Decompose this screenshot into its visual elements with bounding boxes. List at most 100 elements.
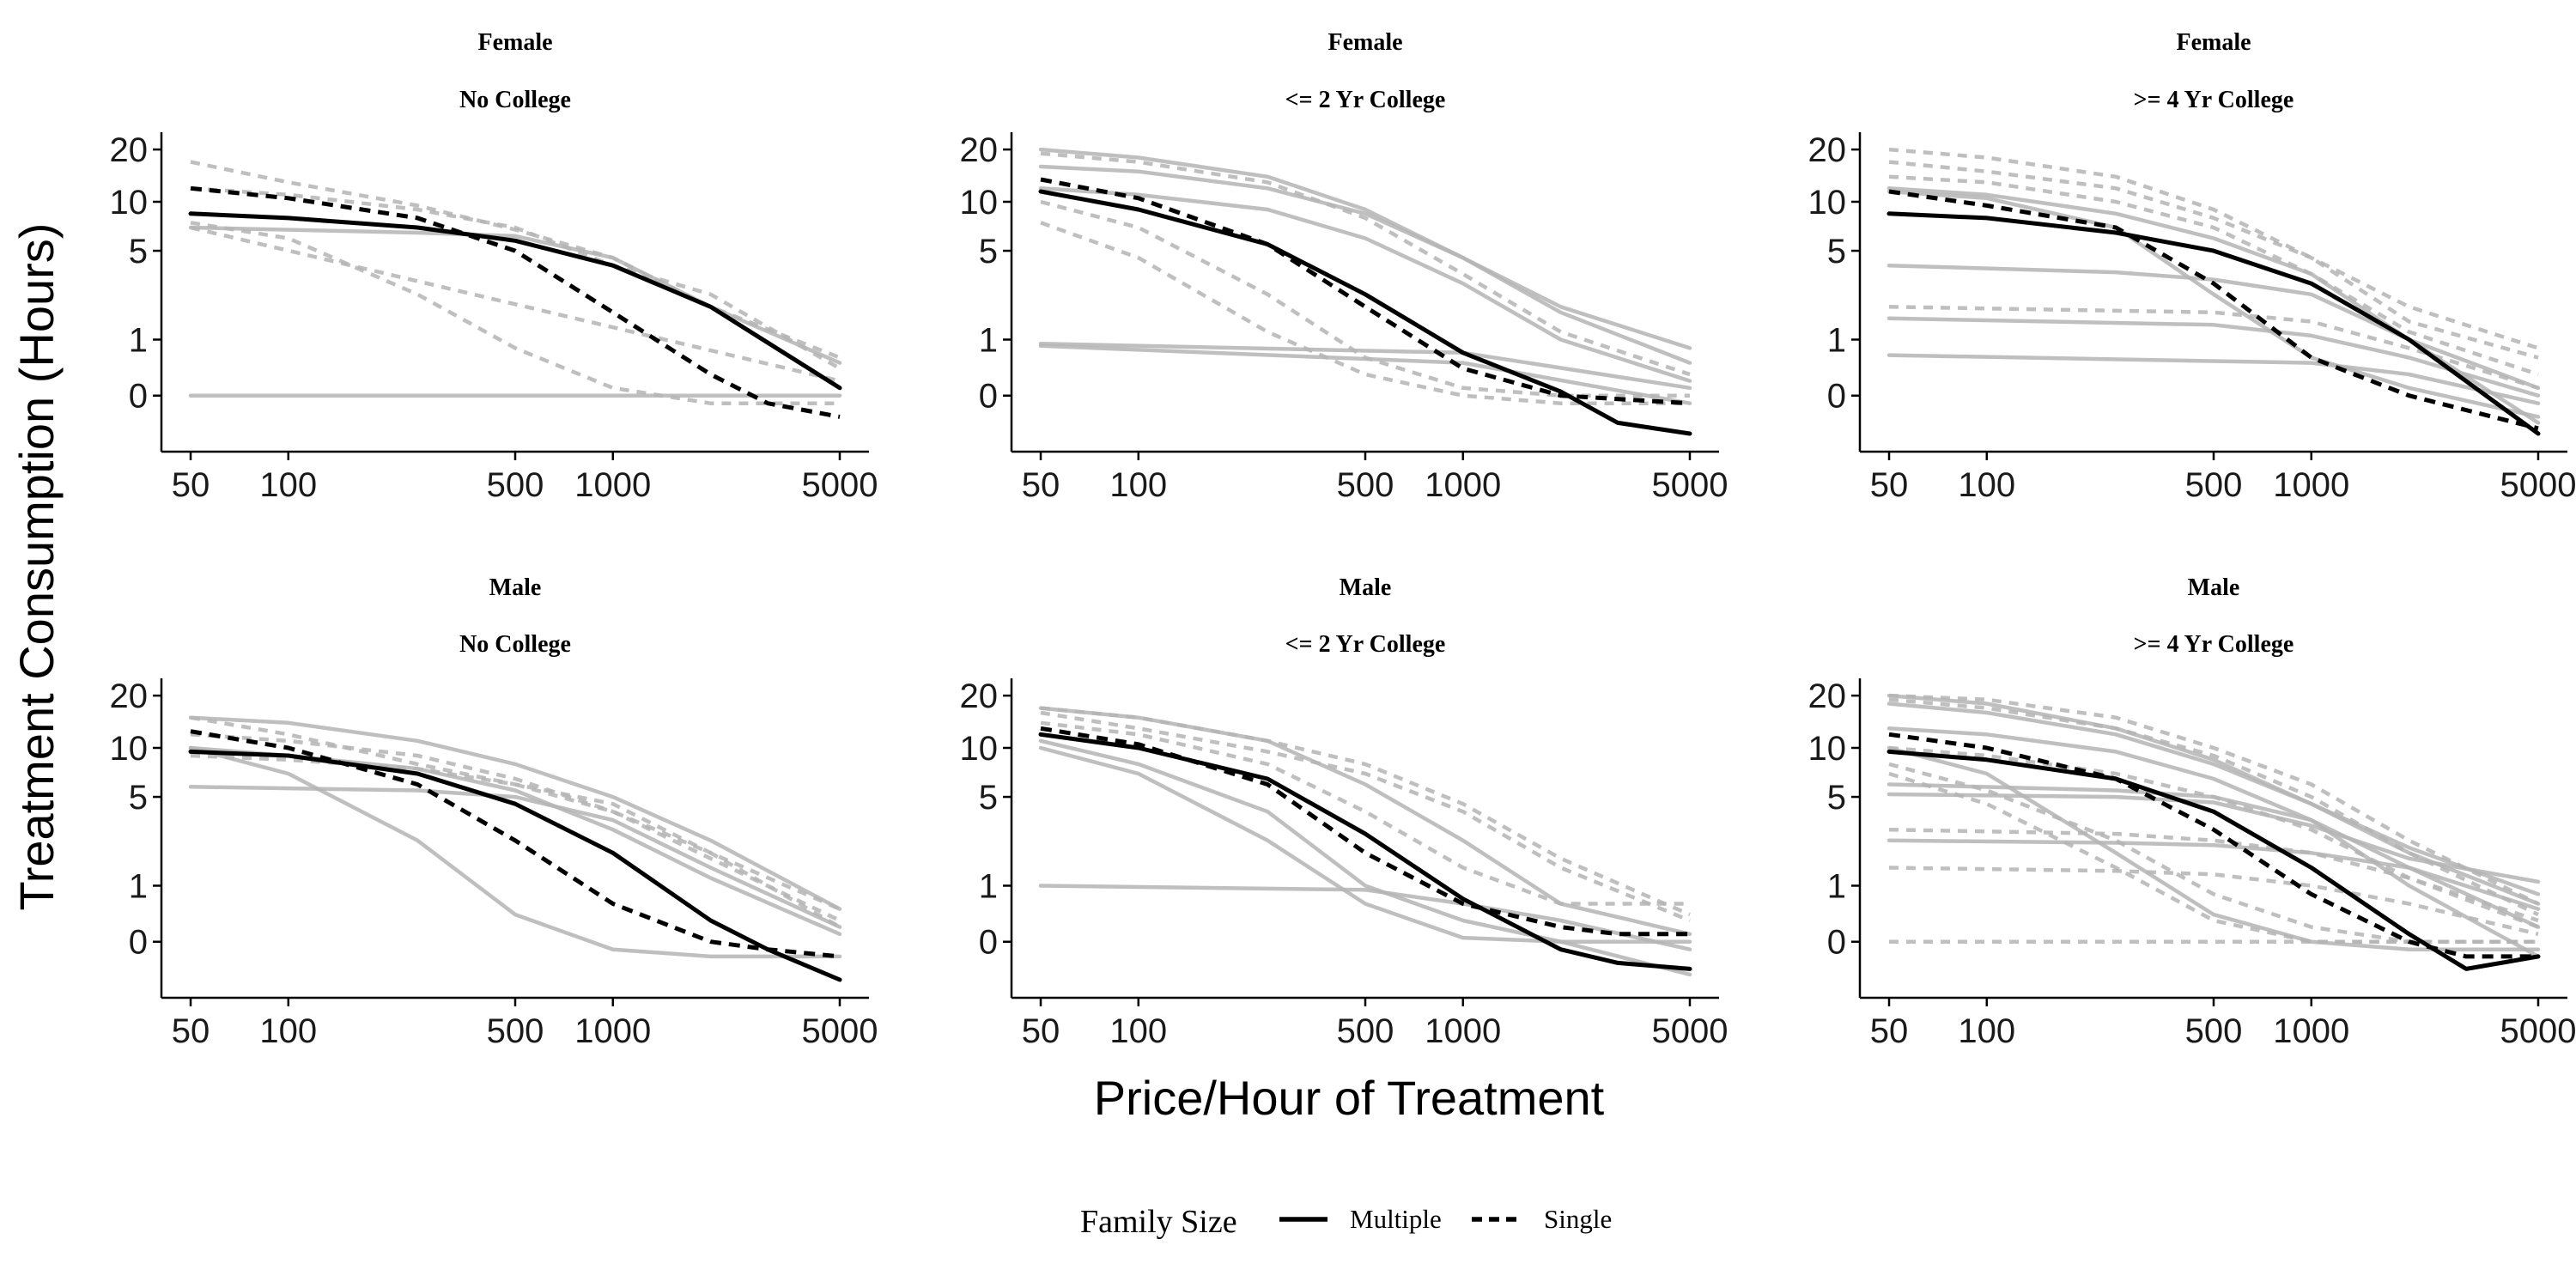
mean-line-single (190, 729, 841, 959)
x-tick-label: 50 (1870, 466, 1909, 504)
y-axis-title: Treatment Consumption (Hours) (9, 223, 64, 911)
individual-line-multiple (1038, 147, 1692, 365)
x-tick-label: 5000 (801, 466, 878, 504)
x-tick-label: 1000 (574, 1012, 651, 1050)
individual-line-multiple (1886, 702, 2541, 896)
y-tick-label: 20 (960, 131, 999, 169)
mean-line-multiple (1886, 749, 2541, 971)
x-tick-label: 500 (487, 466, 544, 504)
x-tick-label: 500 (2185, 1012, 2243, 1050)
x-tick-label: 1000 (1425, 466, 1501, 504)
individual-line-multiple (1886, 186, 2541, 425)
individual-line-single (1888, 745, 2539, 929)
facet-panel: Male >= 4 Yr College 0 1 5 10 20 50 100 500 1000 50… (1808, 574, 2576, 1050)
y-tick-label: 10 (960, 730, 999, 768)
individual-line-multiple (1038, 706, 1692, 937)
x-tick-label: 1000 (1425, 1012, 1501, 1050)
individual-line-multiple (1886, 189, 2541, 419)
x-tick-label: 500 (487, 1012, 544, 1050)
y-tick-label: 5 (129, 779, 148, 817)
individual-line-multiple (1886, 745, 2541, 951)
mean-line-multiple (1038, 732, 1692, 971)
facet-panel: Male No College 0 1 5 10 20 50 100 500 1000 5000 (110, 574, 878, 1050)
individual-line-single (190, 186, 841, 371)
facet-strip-sex: Female (477, 29, 552, 56)
individual-line-multiple (1038, 164, 1692, 350)
facet-strip-sex: Female (1327, 29, 1402, 56)
facet-panel: Male <= 2 Yr College 0 1 5 10 20 50 100 500 1000 50… (960, 574, 1728, 1050)
x-tick-label: 1000 (2273, 466, 2349, 504)
facet-panel: Female <= 2 Yr College 0 1 5 10 20 50 100 500 1000… (960, 29, 1728, 504)
individual-line-multiple (1038, 738, 1692, 977)
y-tick-label: 1 (1827, 867, 1846, 905)
y-tick-label: 0 (979, 924, 998, 962)
y-tick-label: 5 (979, 779, 998, 817)
mean-line-multiple (1038, 189, 1692, 436)
individual-line-multiple (1886, 726, 2541, 959)
y-tick-label: 10 (1808, 730, 1847, 768)
legend-label-multiple: Multiple (1350, 1204, 1442, 1234)
x-tick-label: 5000 (2500, 466, 2576, 504)
x-tick-label: 100 (259, 466, 317, 504)
x-tick-label: 5000 (1651, 466, 1728, 504)
y-tick-label: 1 (129, 321, 148, 359)
individual-line-single (1040, 221, 1690, 405)
y-tick-label: 0 (1827, 378, 1846, 416)
y-tick-label: 10 (1808, 184, 1847, 222)
x-tick-label: 100 (259, 1012, 317, 1050)
individual-line-single (190, 225, 841, 383)
x-tick-label: 50 (172, 466, 210, 504)
individual-line-single (1888, 174, 2539, 377)
mean-line-single (1888, 732, 2538, 959)
individual-line-single (1040, 706, 1691, 917)
individual-line-single (1888, 147, 2539, 360)
y-tick-label: 5 (979, 233, 998, 270)
facet-panel: Female >= 4 Yr College 0 1 5 10 20 50 100 500 1000… (1808, 29, 2576, 504)
x-tick-label: 5000 (1651, 1012, 1728, 1050)
x-tick-label: 5000 (801, 1012, 878, 1050)
y-tick-label: 5 (1827, 779, 1846, 817)
x-tick-label: 50 (1022, 1012, 1060, 1050)
y-tick-label: 1 (129, 867, 148, 905)
facet-strip-education: >= 4 Yr College (2134, 631, 2294, 658)
individual-line-single (1040, 199, 1690, 398)
x-tick-label: 500 (2185, 466, 2243, 504)
mean-line-multiple (188, 211, 842, 391)
individual-line-multiple (1038, 186, 1692, 383)
x-tick-label: 500 (1337, 466, 1394, 504)
x-tick-label: 50 (172, 1012, 210, 1050)
individual-line-single (1888, 866, 2539, 936)
y-tick-label: 20 (1808, 131, 1847, 169)
facet-panel: Female No College 0 1 5 10 20 50 100 500 1000 5000 (110, 29, 878, 504)
y-tick-label: 5 (1827, 233, 1846, 270)
individual-line-single (190, 221, 840, 405)
individual-line-single (1888, 827, 2539, 923)
individual-line-multiple (1886, 838, 2541, 911)
y-tick-label: 20 (1808, 677, 1847, 715)
individual-line-multiple (1886, 782, 2541, 929)
legend-label-single: Single (1544, 1204, 1612, 1234)
legend-title: Family Size (1080, 1204, 1237, 1240)
individual-line-single (1040, 720, 1690, 906)
y-tick-label: 20 (110, 131, 149, 169)
individual-line-single (1888, 697, 2539, 917)
y-tick-label: 0 (979, 378, 998, 416)
mean-line-single (190, 185, 841, 419)
individual-line-multiple (1886, 263, 2541, 391)
facet-strip-education: <= 2 Yr College (1285, 87, 1446, 113)
x-tick-label: 1000 (2273, 1012, 2349, 1050)
facet-strip-sex: Female (2176, 29, 2251, 56)
y-tick-label: 20 (960, 677, 999, 715)
individual-line-single (190, 753, 841, 929)
x-tick-label: 50 (1870, 1012, 1909, 1050)
mean-line-single (1888, 189, 2539, 431)
x-tick-label: 100 (1958, 466, 2015, 504)
individual-line-multiple (1886, 693, 2541, 906)
facet-strip-education: >= 4 Yr College (2134, 87, 2294, 113)
y-tick-label: 5 (129, 233, 148, 270)
mean-line-single (1040, 177, 1691, 406)
individual-line-single (190, 732, 841, 923)
x-tick-label: 500 (1337, 1012, 1394, 1050)
individual-line-single (1888, 305, 2539, 390)
y-tick-label: 1 (1827, 321, 1846, 359)
